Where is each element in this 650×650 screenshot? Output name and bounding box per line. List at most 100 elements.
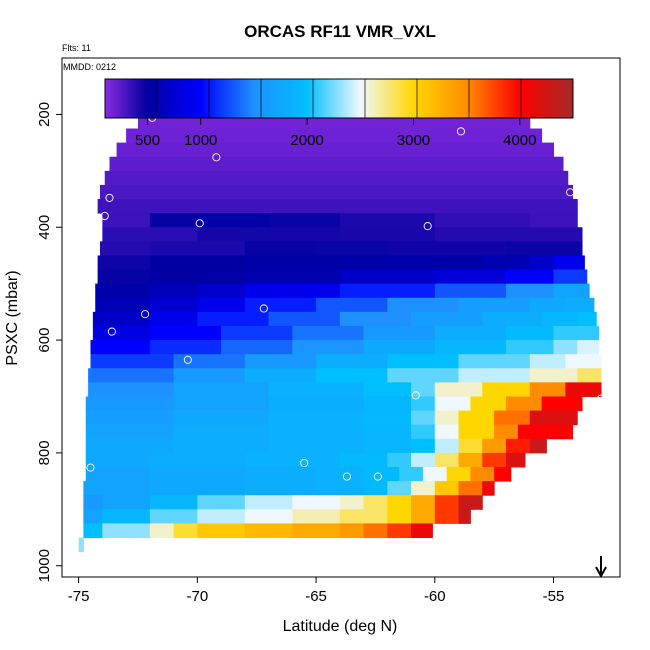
heatmap-cell: [458, 297, 531, 313]
sample-marker: [100, 211, 109, 221]
heatmap-cell: [244, 495, 293, 510]
heatmap-cell: [83, 495, 103, 510]
heatmap-cell: [244, 466, 317, 482]
heatmap-cell: [292, 325, 365, 341]
heatmap-cell: [149, 452, 246, 468]
heatmap-cell: [506, 452, 526, 468]
sample-marker: [411, 391, 420, 400]
heatmap-cell: [506, 241, 583, 256]
heatmap-cell: [434, 452, 460, 468]
x-axis: -75 -70 -65 -60 -55: [68, 576, 565, 605]
heatmap-cell: [85, 396, 175, 412]
heatmap-cell: [173, 523, 198, 539]
heatmap-cell: [268, 382, 365, 397]
heatmap-cell: [529, 354, 566, 369]
heatmap-cell: [85, 424, 175, 440]
x-tick-label: -55: [543, 588, 565, 605]
heatmap-cell: [434, 227, 583, 242]
heatmap-cell: [102, 523, 151, 539]
heatmap-cell: [102, 495, 151, 510]
heatmap-cell: [339, 311, 412, 327]
heatmap-cell: [387, 241, 507, 256]
heatmap-cell: [529, 368, 578, 383]
heatmap-cell: [268, 410, 365, 426]
colorbar-tick-label: 500: [135, 132, 160, 149]
heatmap-cell: [517, 424, 574, 440]
heatmap-cell: [387, 523, 412, 539]
heatmap-cell: [78, 537, 84, 553]
colorbar-tick-label: 4000: [503, 132, 536, 149]
heatmap-cell: [470, 466, 495, 482]
heatmap-cell: [411, 424, 436, 440]
heatmap-cell: [90, 340, 151, 355]
heatmap-cell: [292, 495, 341, 510]
heatmap-cell: [149, 466, 246, 482]
heatmap-cell: [434, 382, 483, 397]
heatmap-cell: [387, 481, 412, 496]
colorbar-tick-label: 2000: [290, 132, 323, 149]
heatmap-cell: [316, 481, 365, 496]
heatmap-cell: [268, 311, 341, 327]
heatmap-cell: [292, 340, 365, 355]
heatmap-cell: [458, 354, 531, 369]
heatmap-cell: [339, 523, 365, 539]
heatmap-cell: [363, 523, 388, 539]
y-tick-label: 1000: [36, 549, 53, 582]
heatmap-cell: [363, 495, 388, 510]
heatmap-cell: [83, 481, 151, 496]
heatmap-cell: [149, 283, 198, 299]
heatmap-cell: [244, 255, 388, 271]
heatmap-cell: [363, 396, 412, 412]
heatmap-cell: [363, 438, 412, 454]
heatmap-cell: [102, 213, 151, 228]
heatmap-cell: [173, 396, 270, 412]
heatmap-cell: [316, 466, 365, 482]
x-tick-label: -70: [187, 588, 209, 605]
heatmap-cell: [149, 523, 175, 539]
heatmap-cell: [363, 481, 388, 496]
heatmap-cell: [529, 410, 578, 426]
heatmap-cell: [197, 227, 341, 242]
heatmap-cell: [197, 213, 270, 228]
heatmap-cell: [173, 410, 270, 426]
heatmap-cell: [482, 311, 543, 327]
y-tick-label: 800: [36, 440, 53, 465]
heatmap-cell: [92, 325, 151, 341]
heatmap-cell: [292, 509, 341, 524]
heatmap-cell: [411, 523, 433, 539]
y-tick-label: 400: [36, 215, 53, 240]
heatmap-cell: [387, 297, 460, 313]
heatmap-cell: [363, 466, 400, 482]
heatmap-cell: [244, 241, 317, 256]
heatmap-cell: [529, 382, 566, 397]
heatmap-cell: [339, 213, 436, 228]
heatmap-cell: [565, 382, 602, 397]
heatmap-cell: [85, 466, 151, 482]
sample-marker: [423, 222, 432, 231]
sample-marker: [342, 472, 351, 481]
heatmap-cell: [173, 382, 270, 397]
heatmap-cell: [363, 410, 412, 426]
x-tick-label: -60: [424, 588, 446, 605]
heatmap-cell: [173, 438, 270, 454]
heatmap-cell: [149, 269, 246, 285]
heatmap-cell: [553, 283, 590, 299]
heatmap-cell: [434, 213, 531, 228]
heatmap-cell: [316, 354, 388, 369]
heatmap-cell: [411, 311, 483, 327]
heatmap-cells: [78, 102, 602, 553]
heatmap-cell: [411, 410, 436, 426]
heatmap-cell: [339, 495, 365, 510]
heatmap-cell: [529, 438, 547, 454]
heatmap-cell: [268, 213, 341, 228]
heatmap-cell: [458, 424, 495, 440]
heatmap-cell: [565, 297, 595, 313]
heatmap-cell: [88, 382, 175, 397]
heatmap-cell: [173, 354, 246, 369]
heatmap-cell: [244, 481, 317, 496]
heatmap-cell: [268, 438, 365, 454]
heatmap-cell: [529, 255, 555, 271]
sample-marker: [91, 243, 100, 252]
colorbar-fill: [104, 78, 574, 119]
